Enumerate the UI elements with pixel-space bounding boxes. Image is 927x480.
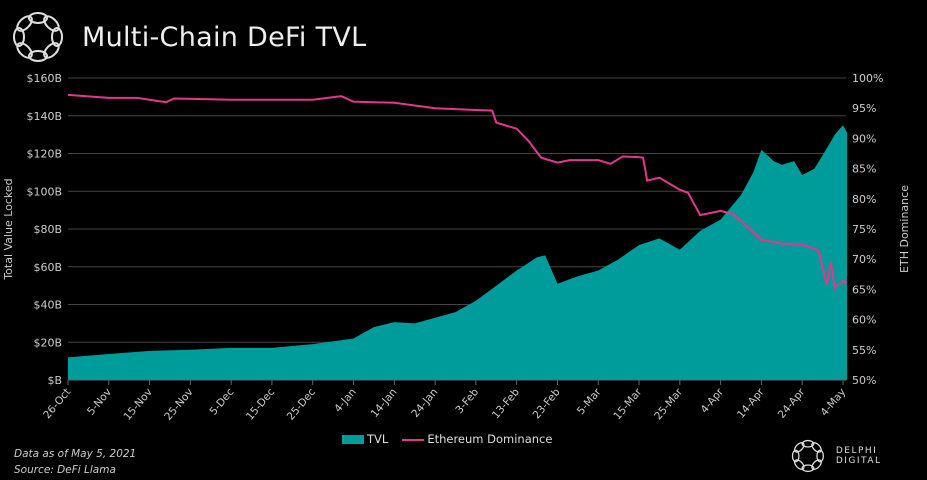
brand-name: DELPHI DIGITAL	[835, 446, 882, 466]
y2-tick-label: 75%	[852, 223, 876, 236]
logo-loop	[16, 15, 33, 32]
legend-item-tvl[interactable]: TVL	[342, 432, 388, 446]
x-tick-label: 3-Feb	[453, 386, 481, 416]
chart-title: Multi-Chain DeFi TVL	[82, 22, 367, 53]
legend-item-dominance[interactable]: Ethereum Dominance	[402, 432, 552, 446]
x-tick-label: 26-Oct	[41, 386, 73, 421]
tvl-area	[68, 125, 848, 380]
logo-loop	[28, 12, 48, 24]
x-tick-label: 4-Jan	[332, 386, 359, 415]
y-tick-label: $120B	[26, 148, 62, 161]
y-axis-label: Total Value Locked	[2, 178, 15, 280]
y2-tick-label: 65%	[852, 283, 876, 296]
x-tick-label: 5-Nov	[85, 386, 114, 417]
x-tick-label: 25-Dec	[285, 386, 318, 423]
y2-tick-label: 95%	[852, 102, 876, 115]
y2-axis-label: ETH Dominance	[898, 185, 911, 273]
ethereum-dominance-line	[67, 93, 848, 291]
x-tick-label: 5-Mar	[575, 386, 604, 417]
source-note: Source: DeFi Llama	[14, 464, 116, 476]
y-tick-label: $B	[47, 374, 62, 387]
chart: $B $20B $40B $60B $80B $100B $120B $140B $160B 50…	[2, 72, 911, 423]
logo-loop	[51, 27, 63, 47]
x-tick-label: 14-Apr	[735, 386, 767, 421]
logo-loop	[801, 464, 815, 473]
logo-loop	[801, 439, 815, 448]
logo-loop	[816, 449, 824, 463]
x-tick-label: 14-Jan	[369, 386, 400, 420]
logo-loop	[28, 50, 48, 62]
brand: DELPHI DIGITAL	[788, 436, 927, 476]
x-tick-label: 15-Nov	[121, 386, 154, 423]
logo-loop	[793, 459, 805, 470]
y2-tick-label: 55%	[852, 344, 876, 357]
delphi-logo-icon	[7, 9, 69, 69]
footer-notes: Data as of May 5, 2021 Source: DeFi Llam…	[14, 446, 136, 478]
y2-tick-label: 70%	[852, 253, 876, 266]
logo-loop	[791, 449, 800, 463]
y2-tick-label: 100%	[852, 72, 883, 85]
logo-loop	[811, 459, 822, 470]
y2-tick-label: 60%	[852, 314, 876, 327]
data-date-note: Data as of May 5, 2021	[14, 448, 137, 460]
logo-loop	[43, 15, 60, 32]
y-tick-label: $40B	[33, 299, 62, 312]
x-tick-label: 4-Apr	[698, 386, 726, 416]
logo-loop	[811, 442, 822, 453]
y-tick-label: $60B	[33, 261, 62, 274]
x-tick-label: 25-Mar	[652, 386, 685, 423]
x-tick-label: 23-Feb	[531, 386, 563, 421]
x-tick-label: 24-Apr	[776, 386, 808, 421]
x-tick-label: 15-Dec	[244, 386, 277, 423]
y2-tick-label: 85%	[852, 163, 876, 176]
x-tick-label: 24-Jan	[409, 386, 440, 420]
legend: TVL Ethereum Dominance	[342, 432, 552, 446]
x-tick-label: 13-Feb	[490, 386, 522, 421]
y2-tick-label: 50%	[852, 374, 876, 387]
x-tick-label: 25-Nov	[162, 386, 195, 423]
y-tick-label: $80B	[33, 223, 62, 236]
logo-loop	[13, 27, 25, 47]
delphi-logo-icon	[791, 439, 824, 473]
y-tick-label: $160B	[26, 72, 62, 85]
y2-tick-label: 80%	[852, 193, 876, 206]
logo-loop	[43, 42, 60, 59]
x-tick-label: 5-Dec	[207, 386, 236, 417]
y2-tick-label: 90%	[852, 132, 876, 145]
logo-loop	[16, 42, 33, 59]
y-tick-label: $100B	[26, 185, 62, 198]
logo-loop	[793, 442, 805, 453]
y-tick-label: $20B	[33, 336, 62, 349]
x-tick-label: 4-May	[818, 386, 848, 418]
x-tick-label: 15-Mar	[611, 386, 644, 423]
y-tick-label: $140B	[26, 110, 62, 123]
